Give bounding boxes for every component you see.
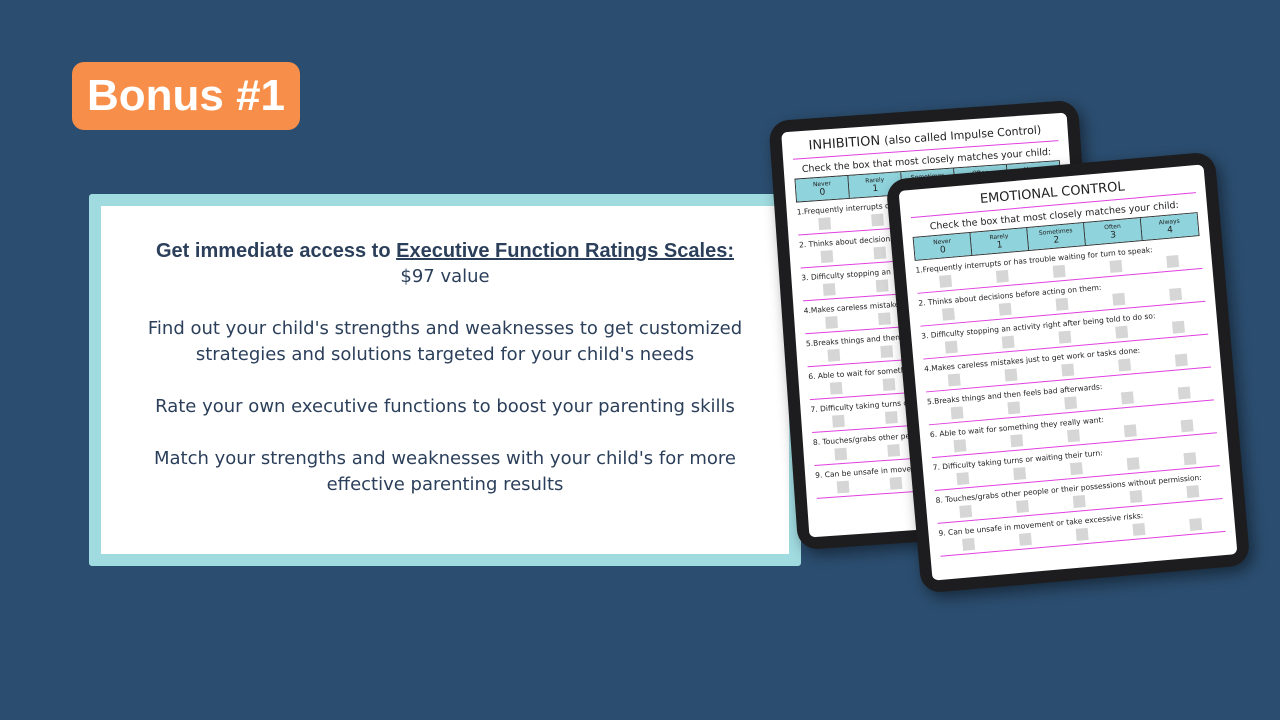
checkbox	[938, 274, 952, 288]
checkbox	[1112, 292, 1126, 306]
checkbox	[1178, 386, 1192, 400]
paragraph: Rate your own executive functions to boo…	[155, 396, 735, 417]
scale-cell: Rarely 1	[970, 228, 1030, 255]
checkbox	[1126, 457, 1140, 471]
paragraph: Find out your child's strengths and weak…	[147, 318, 743, 365]
checkbox	[953, 439, 967, 453]
checkbox	[1180, 419, 1194, 433]
checkbox	[1172, 320, 1186, 334]
checkbox	[870, 213, 884, 227]
checkbox	[889, 476, 903, 490]
checkbox	[820, 250, 833, 264]
checkbox	[1015, 499, 1029, 513]
tablet-front: EMOTIONAL CONTROL Check the box that most…	[885, 151, 1251, 594]
scale-cell: Never 0	[913, 232, 973, 260]
checkbox	[887, 444, 900, 457]
checkbox	[1109, 259, 1123, 273]
checkbox	[955, 472, 969, 486]
checkbox	[882, 378, 896, 391]
checkbox	[1169, 287, 1183, 301]
checkbox	[817, 217, 831, 231]
checkbox	[950, 406, 964, 420]
checkbox	[1123, 424, 1137, 438]
card-heading: Get immediate access to Executive Functi…	[131, 238, 759, 264]
checkbox	[836, 480, 850, 494]
checkbox	[1061, 363, 1075, 377]
title-text: INHIBITION	[808, 133, 881, 154]
checkbox	[877, 312, 891, 326]
checkbox	[875, 279, 889, 293]
checkbox	[1118, 358, 1132, 372]
checkbox	[829, 381, 843, 395]
title-text: EMOTIONAL CONTROL	[979, 179, 1126, 207]
checkbox	[1018, 532, 1032, 546]
heading-link: Executive Function Ratings Scales:	[396, 240, 734, 262]
checkbox	[1075, 527, 1089, 541]
badge: Bonus #1	[72, 62, 300, 130]
checkbox	[995, 269, 1009, 283]
screen: EMOTIONAL CONTROL Check the box that most…	[898, 164, 1238, 581]
checkbox	[1055, 297, 1069, 311]
checkbox	[944, 340, 958, 354]
checkbox	[1012, 467, 1026, 481]
checkbox	[1064, 396, 1078, 410]
checkbox	[873, 246, 887, 260]
checkbox	[1175, 353, 1189, 367]
checkbox	[961, 537, 975, 551]
checkbox	[1072, 495, 1086, 509]
checkbox	[941, 307, 955, 321]
checkbox	[998, 302, 1012, 316]
checkbox	[947, 373, 961, 387]
checkbox	[1132, 522, 1146, 536]
checkbox	[1115, 325, 1129, 339]
checkbox	[1183, 452, 1197, 466]
checkbox	[827, 348, 840, 362]
heading-lead: Get immediate access to	[156, 240, 397, 262]
checkbox	[958, 504, 972, 518]
checkbox	[822, 283, 836, 296]
scale-cell: Never 0	[795, 175, 850, 202]
checkbox	[1129, 490, 1143, 504]
checkbox	[1069, 462, 1083, 476]
checkbox	[880, 345, 893, 359]
checkbox	[1121, 391, 1135, 405]
card: Get immediate access to Executive Functi…	[89, 194, 801, 566]
checkbox	[1052, 264, 1066, 278]
paragraphs: Find out your child's strengths and weak…	[131, 316, 759, 498]
checkbox	[824, 316, 838, 329]
title-note: (also called Impulse Control)	[883, 123, 1042, 148]
checkbox	[884, 411, 898, 424]
paragraph: Match your strengths and weaknesses with…	[154, 448, 736, 495]
checkbox	[831, 414, 845, 428]
checkbox	[1186, 485, 1200, 499]
checkbox	[1189, 517, 1203, 531]
checkbox	[1001, 335, 1015, 349]
checkbox	[1067, 429, 1081, 443]
checkbox	[1007, 401, 1021, 415]
checkbox	[833, 447, 847, 461]
checkbox	[1058, 330, 1072, 344]
checkbox	[1166, 254, 1180, 268]
checkbox	[1010, 434, 1024, 448]
checkbox	[1004, 368, 1018, 382]
value: $97 value	[400, 266, 490, 287]
